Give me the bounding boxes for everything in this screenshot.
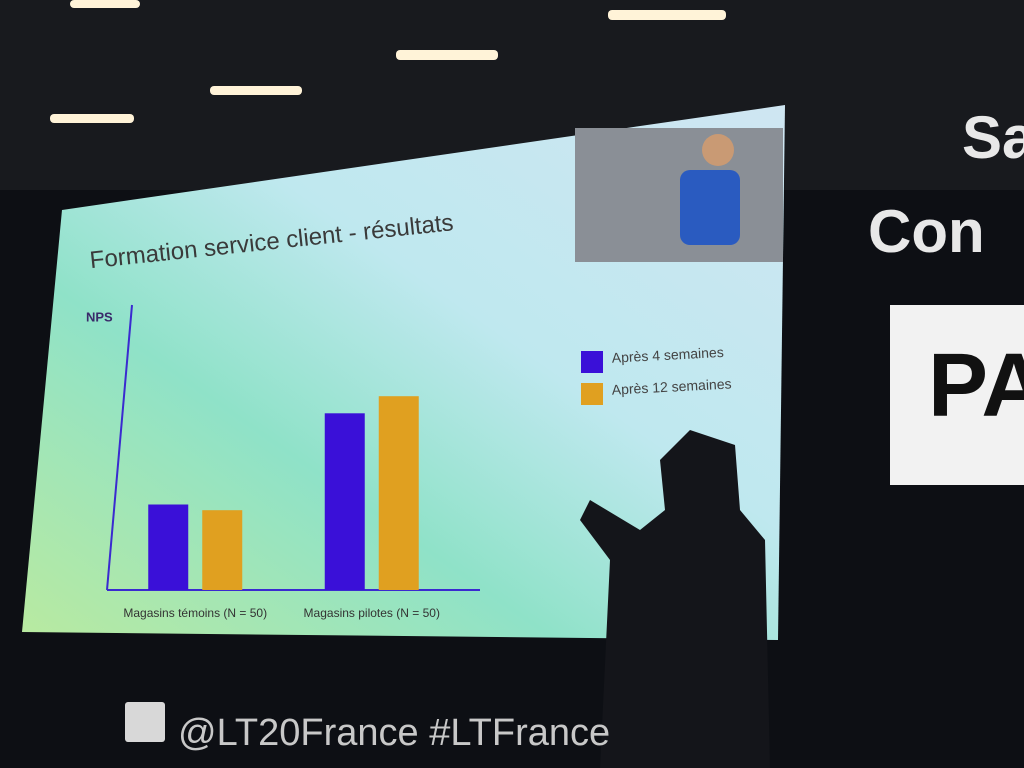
x-tick-label: Magasins pilotes (N = 50)	[304, 606, 440, 620]
light	[210, 86, 302, 95]
legend-swatch	[581, 383, 603, 405]
bar	[202, 510, 243, 590]
slide-photo-face	[702, 134, 734, 166]
y-axis-label: NPS	[86, 309, 113, 324]
legend-swatch	[581, 351, 603, 373]
light	[50, 114, 134, 123]
bar	[378, 396, 419, 590]
y-axis	[106, 304, 133, 591]
slide-photo	[575, 128, 783, 262]
light	[70, 0, 140, 8]
chart: Magasins témoins (N = 50) Magasins pilote…	[106, 304, 732, 620]
light	[608, 10, 726, 20]
light	[396, 50, 498, 60]
speaker	[580, 430, 770, 768]
social-handles: @LT20France #LTFrance	[178, 712, 610, 754]
bar	[148, 504, 189, 590]
twitter-icon	[125, 702, 165, 742]
banner-text: PA	[928, 336, 1024, 436]
x-tick-label: Magasins témoins (N = 50)	[123, 606, 267, 620]
legend-label: Après 4 semaines	[611, 344, 724, 366]
bar	[324, 413, 365, 590]
slide-photo-person	[680, 170, 740, 245]
banner-text: Sa	[962, 104, 1024, 171]
legend-label: Après 12 semaines	[611, 375, 732, 397]
banner-panel	[890, 305, 1024, 485]
banner-text: Con	[868, 198, 985, 265]
